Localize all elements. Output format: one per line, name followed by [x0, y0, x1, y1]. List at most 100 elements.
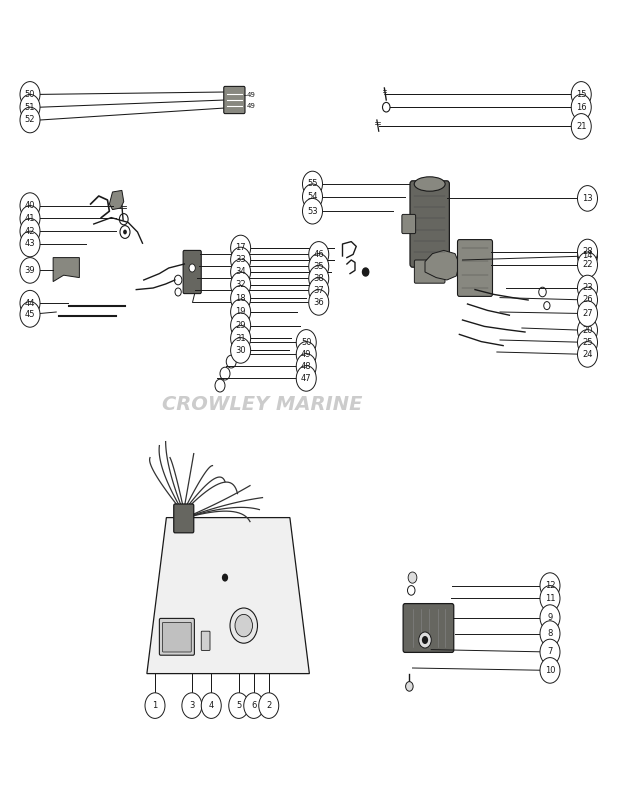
Text: 31: 31 — [235, 334, 246, 343]
Text: 54: 54 — [308, 192, 318, 202]
Text: 49: 49 — [247, 92, 256, 98]
FancyBboxPatch shape — [162, 622, 191, 652]
Polygon shape — [109, 190, 124, 210]
Circle shape — [231, 272, 251, 298]
Text: 46: 46 — [314, 250, 324, 259]
Text: 53: 53 — [308, 206, 318, 216]
Circle shape — [302, 184, 322, 210]
Text: 33: 33 — [235, 255, 246, 265]
Circle shape — [309, 266, 329, 291]
Circle shape — [20, 290, 40, 316]
Circle shape — [362, 268, 369, 276]
FancyBboxPatch shape — [201, 631, 210, 650]
Polygon shape — [147, 518, 309, 674]
Circle shape — [540, 621, 560, 646]
Circle shape — [540, 573, 560, 598]
Circle shape — [578, 301, 598, 326]
Circle shape — [309, 290, 329, 315]
Text: 16: 16 — [576, 102, 586, 112]
Circle shape — [540, 639, 560, 665]
Circle shape — [244, 693, 264, 718]
Text: 48: 48 — [301, 362, 311, 371]
Circle shape — [571, 82, 591, 107]
Circle shape — [309, 242, 329, 267]
Circle shape — [123, 230, 127, 234]
Circle shape — [408, 572, 417, 583]
Circle shape — [540, 586, 560, 611]
Circle shape — [222, 574, 228, 582]
Circle shape — [20, 231, 40, 257]
Circle shape — [259, 693, 279, 718]
FancyBboxPatch shape — [159, 618, 194, 655]
Circle shape — [235, 614, 252, 637]
Circle shape — [540, 605, 560, 630]
Polygon shape — [53, 258, 79, 282]
Circle shape — [578, 275, 598, 301]
Text: 24: 24 — [582, 350, 592, 359]
Circle shape — [578, 239, 598, 265]
Text: 5: 5 — [236, 701, 241, 710]
Text: 22: 22 — [582, 260, 592, 270]
Text: 43: 43 — [25, 239, 35, 249]
Circle shape — [20, 107, 40, 133]
Circle shape — [231, 259, 251, 285]
Text: 7: 7 — [548, 647, 552, 657]
Circle shape — [231, 235, 251, 261]
Circle shape — [189, 264, 195, 272]
Text: 23: 23 — [582, 283, 592, 293]
Text: 19: 19 — [236, 307, 246, 317]
Circle shape — [20, 302, 40, 327]
Circle shape — [419, 632, 431, 648]
Text: 6: 6 — [251, 701, 256, 710]
FancyBboxPatch shape — [458, 239, 492, 296]
Text: 55: 55 — [308, 179, 318, 189]
FancyBboxPatch shape — [174, 504, 194, 533]
Circle shape — [578, 287, 598, 313]
Text: 35: 35 — [314, 262, 324, 271]
Circle shape — [231, 326, 251, 351]
Text: 42: 42 — [25, 226, 35, 236]
Text: 47: 47 — [301, 374, 311, 383]
Text: 32: 32 — [235, 280, 246, 290]
Text: 8: 8 — [548, 629, 552, 638]
Circle shape — [309, 278, 329, 303]
Text: 15: 15 — [576, 90, 586, 99]
Circle shape — [201, 693, 221, 718]
Text: 11: 11 — [545, 594, 555, 603]
Circle shape — [20, 82, 40, 107]
Circle shape — [302, 171, 322, 197]
Text: 39: 39 — [25, 266, 35, 275]
Circle shape — [145, 693, 165, 718]
Text: 2: 2 — [266, 701, 271, 710]
Circle shape — [20, 218, 40, 244]
Text: 50: 50 — [301, 338, 311, 347]
Circle shape — [231, 338, 251, 363]
Circle shape — [20, 258, 40, 283]
Circle shape — [182, 693, 202, 718]
Text: 30: 30 — [235, 346, 246, 355]
Circle shape — [231, 299, 251, 325]
Circle shape — [296, 366, 316, 391]
Text: 1: 1 — [152, 701, 158, 710]
Text: 26: 26 — [582, 295, 592, 305]
Circle shape — [231, 247, 251, 273]
Circle shape — [578, 342, 598, 367]
Text: 13: 13 — [582, 194, 592, 203]
Text: 4: 4 — [209, 701, 214, 710]
Circle shape — [20, 206, 40, 231]
Text: 20: 20 — [582, 326, 592, 335]
Text: 49: 49 — [247, 103, 256, 110]
Circle shape — [578, 186, 598, 211]
Circle shape — [302, 198, 322, 224]
Text: 18: 18 — [235, 294, 246, 303]
Text: 52: 52 — [25, 115, 35, 125]
Text: 10: 10 — [545, 666, 555, 675]
Text: 12: 12 — [545, 581, 555, 590]
Circle shape — [231, 286, 251, 311]
Circle shape — [571, 94, 591, 120]
Circle shape — [309, 254, 329, 279]
Text: 36: 36 — [313, 298, 324, 307]
Text: 17: 17 — [235, 243, 246, 253]
Circle shape — [406, 682, 413, 691]
Text: 51: 51 — [25, 102, 35, 112]
